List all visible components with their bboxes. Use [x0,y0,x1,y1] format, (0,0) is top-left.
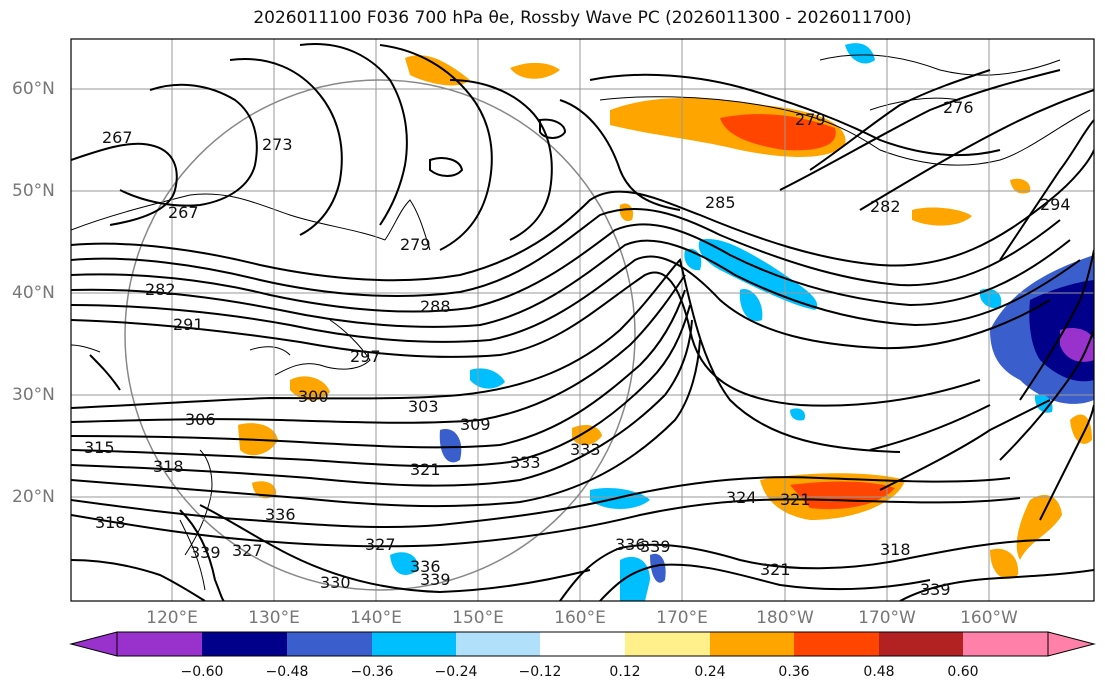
range-circle [124,79,636,591]
contour-label: 318 [153,457,184,476]
contour-label: 285 [705,193,736,212]
contour-label: 327 [232,541,263,560]
contour-label: 324 [726,488,757,507]
lon-label: 150°E [452,608,504,628]
colorbar-segment [117,632,202,656]
colorbar-segment [710,632,794,656]
colorbar-segment [794,632,879,656]
lon-label: 180°W [756,608,814,628]
contour-label: 321 [780,490,811,509]
lon-label: 160°E [554,608,606,628]
contour-label: 321 [410,460,441,479]
colorbar-tick: 0.36 [778,664,810,680]
lat-label: 60°N [12,79,55,99]
contour-label: 339 [190,543,221,562]
contour-label: 339 [920,580,951,599]
colorbar-segment [625,632,710,656]
contour-label: 318 [95,513,126,532]
colorbar-segment [879,632,963,656]
coastlines [71,54,1091,591]
colorbar-segment [69,631,118,657]
lon-label: 170°E [656,608,708,628]
lon-label: 120°E [146,608,198,628]
contour-label: 294 [1040,195,1071,214]
colorbar-segment [963,632,1048,656]
contour-label: 309 [460,415,491,434]
shading-layer [238,43,1094,601]
colorbar [69,631,1096,657]
colorbar-tick: 0.24 [694,664,726,680]
chart-title: 2026011100 F036 700 hPa θe, Rossby Wave … [253,8,912,28]
lon-label: 130°E [248,608,300,628]
contour-label: 330 [320,573,351,592]
contour-label: 267 [102,128,133,147]
plot-frame [70,38,1095,602]
colorbar-segment [456,632,540,656]
contour-label: 279 [795,110,826,129]
contour-label: 282 [145,280,176,299]
contour-label: 279 [400,235,431,254]
contour-label: 306 [185,410,216,429]
colorbar-tick: −0.36 [350,664,394,680]
lat-label: 30°N [12,385,55,405]
contour-label: 288 [420,297,451,316]
colorbar-segment [287,632,372,656]
colorbar-segment [202,632,287,656]
contour-label: 273 [262,135,293,154]
lon-label: 140°E [350,608,402,628]
contour-label: 333 [510,453,541,472]
colorbar-segment [372,632,456,656]
contour-label: 336 [615,535,646,554]
contour-label: 291 [173,315,204,334]
theta-e-contours [71,43,1094,601]
lon-label: 160°W [960,608,1018,628]
contour-label: 297 [350,347,381,366]
contour-label: 318 [880,540,911,559]
contour-label: 321 [760,560,791,579]
contour-label: 339 [640,537,671,556]
colorbar-tick: 0.12 [609,664,641,680]
lon-label: 170°W [858,608,916,628]
contour-label: 267 [168,203,199,222]
colorbar-tick: 0.60 [947,664,979,680]
contour-label: 300 [298,387,329,406]
contour-label: 327 [365,535,396,554]
colorbar-tick: −0.48 [265,664,309,680]
contour-label: 303 [408,397,439,416]
lat-label: 20°N [12,487,55,507]
colorbar-tick: −0.60 [180,664,224,680]
colorbar-segment [1047,631,1096,657]
contour-label: 339 [420,570,451,589]
colorbar-segment [540,632,625,656]
contour-label: 336 [410,557,441,576]
contour-label: 333 [570,440,601,459]
colorbar-tick: −0.12 [518,664,562,680]
colorbar-tick: −0.24 [434,664,478,680]
contour-label: 282 [870,197,901,216]
lat-label: 40°N [12,283,55,303]
colorbar-tick: 0.48 [863,664,895,680]
contour-label-group: 267 267 273 279 279 276 282 282 285 288 … [84,98,1071,599]
contour-label: 315 [84,438,115,457]
contour-label: 276 [943,98,974,117]
contour-label: 336 [265,505,296,524]
lat-label: 50°N [12,181,55,201]
